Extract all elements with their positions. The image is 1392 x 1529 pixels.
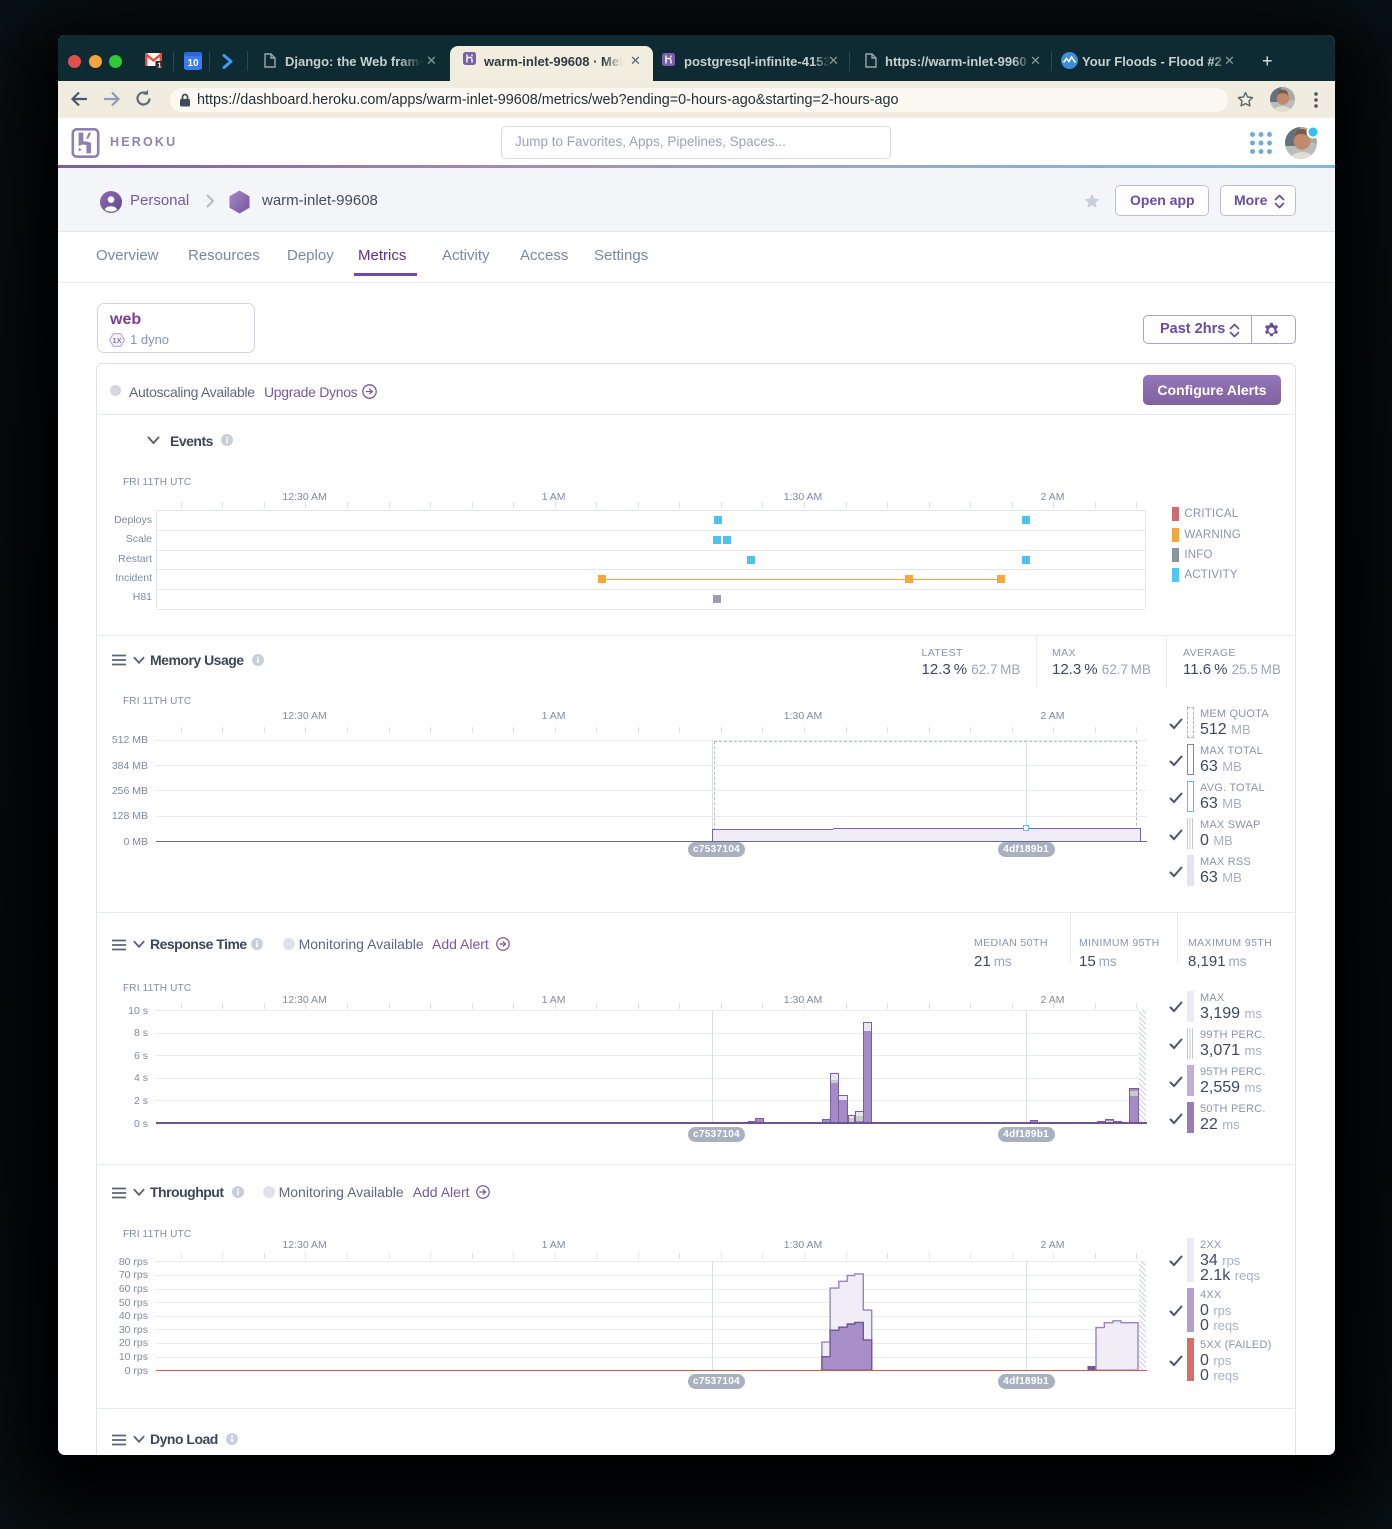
svg-text:1X: 1X bbox=[112, 336, 121, 345]
svg-text:10: 10 bbox=[187, 58, 199, 69]
svg-text:1: 1 bbox=[157, 61, 161, 69]
